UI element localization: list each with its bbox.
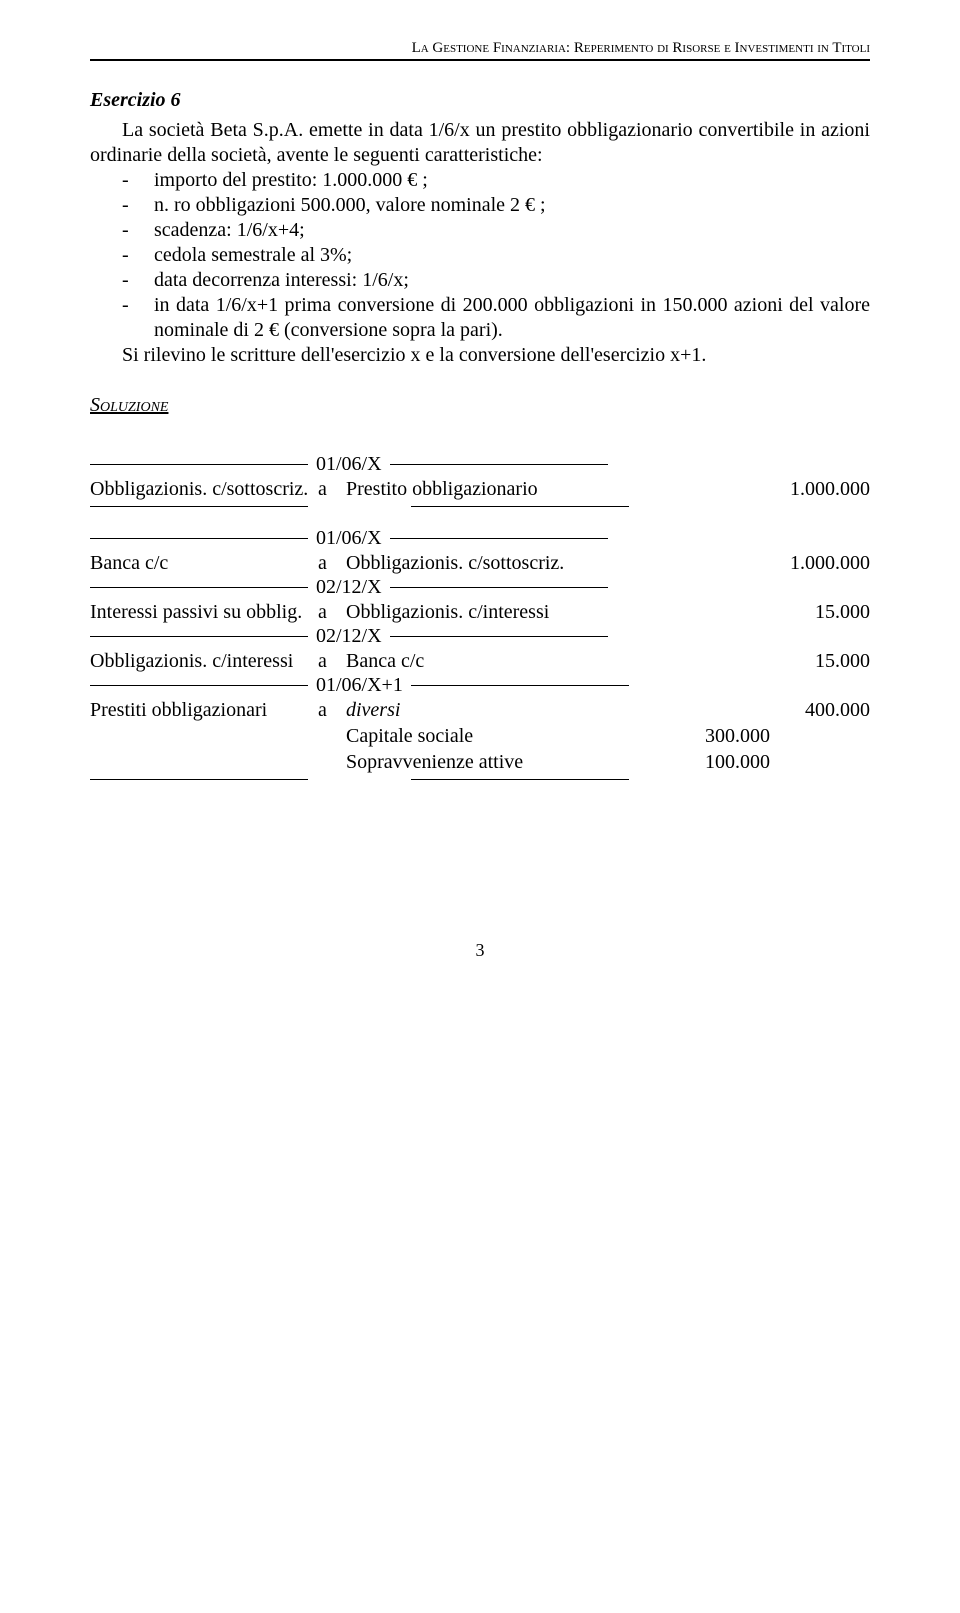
date-text: 01/06/X [308, 453, 390, 476]
entry-row: Obbligazionis. c/sottoscriz. a Prestito … [90, 476, 870, 502]
rule-line [90, 587, 308, 588]
debit-account: Obbligazionis. c/sottoscriz. [90, 476, 318, 502]
date-row: 01/06/X+1 [90, 674, 870, 697]
entry-row: Banca c/c a Obbligazionis. c/sottoscriz.… [90, 550, 870, 576]
rule-line [411, 685, 629, 686]
date-row: 02/12/X [90, 625, 870, 648]
page-number: 3 [90, 940, 870, 961]
amount-col-2: 1.000.000 [770, 476, 870, 502]
amount-col-1 [690, 476, 770, 502]
bullet-list: importo del prestito: 1.000.000 € ; n. r… [90, 168, 870, 343]
amount-col-2 [770, 723, 870, 749]
amount-col-1: 300.000 [690, 723, 770, 749]
a-label: a [318, 599, 346, 625]
amount-col-2: 1.000.000 [770, 550, 870, 576]
bullet-item: in data 1/6/x+1 prima conversione di 200… [90, 293, 870, 343]
date-text: 02/12/X [308, 576, 390, 599]
bullet-item: n. ro obbligazioni 500.000, valore nomin… [90, 193, 870, 218]
date-row: 02/12/X [90, 576, 870, 599]
date-row: 01/06/X [90, 453, 870, 476]
rule-line [90, 506, 308, 507]
amount-col-1 [690, 550, 770, 576]
a-label: a [318, 550, 346, 576]
amount-col-1: 100.000 [690, 749, 770, 775]
debit-account: Obbligazionis. c/interessi [90, 648, 318, 674]
credit-account: diversi [346, 697, 690, 723]
credit-account: Prestito obbligazionario [346, 476, 690, 502]
soluzione-heading: Soluzione [90, 394, 870, 417]
bullet-item: cedola semestrale al 3%; [90, 243, 870, 268]
rule-line [90, 636, 308, 637]
rule-line [90, 538, 308, 539]
entry-row: Sopravvenienze attive 100.000 [90, 749, 870, 775]
credit-account: Obbligazionis. c/interessi [346, 599, 690, 625]
entry-row: Obbligazionis. c/interessi a Banca c/c 1… [90, 648, 870, 674]
amount-col-2: 400.000 [770, 697, 870, 723]
entry-block: 01/06/X Banca c/c a Obbligazionis. c/sot… [90, 527, 870, 780]
bullet-item: data decorrenza interessi: 1/6/x; [90, 268, 870, 293]
amount-col-2: 15.000 [770, 599, 870, 625]
date-text: 01/06/X [308, 527, 390, 550]
rule-line [90, 779, 308, 780]
entry-row: Capitale sociale 300.000 [90, 723, 870, 749]
a-label [318, 723, 346, 749]
a-label: a [318, 476, 346, 502]
date-text: 02/12/X [308, 625, 390, 648]
rule-line [90, 464, 308, 465]
entry-row: Interessi passivi su obblig. a Obbligazi… [90, 599, 870, 625]
rule-line [390, 587, 608, 588]
date-row: 01/06/X [90, 527, 870, 550]
debit-account: Banca c/c [90, 550, 318, 576]
a-label: a [318, 648, 346, 674]
credit-account: Banca c/c [346, 648, 690, 674]
rule-line [390, 636, 608, 637]
journal-entries: 01/06/X Obbligazionis. c/sottoscriz. a P… [90, 453, 870, 780]
rule-line [390, 538, 608, 539]
entry-block: 01/06/X Obbligazionis. c/sottoscriz. a P… [90, 453, 870, 507]
rule-line [390, 464, 608, 465]
exercise-title: Esercizio 6 [90, 89, 870, 112]
credit-account: Capitale sociale [346, 723, 690, 749]
credit-account: Obbligazionis. c/sottoscriz. [346, 550, 690, 576]
bullet-item: scadenza: 1/6/x+4; [90, 218, 870, 243]
rule-line [411, 779, 629, 780]
page-header: La Gestione Finanziaria: Reperimento di … [90, 40, 870, 57]
a-label [318, 749, 346, 775]
credit-account: Sopravvenienze attive [346, 749, 690, 775]
amount-col-1 [690, 697, 770, 723]
amount-col-2 [770, 749, 870, 775]
amount-col-2: 15.000 [770, 648, 870, 674]
amount-col-1 [690, 648, 770, 674]
end-row [90, 779, 870, 780]
debit-account: Prestiti obbligazionari [90, 697, 318, 723]
a-label: a [318, 697, 346, 723]
rule-line [90, 685, 308, 686]
intro-paragraph: La società Beta S.p.A. emette in data 1/… [90, 118, 870, 168]
amount-col-1 [690, 599, 770, 625]
debit-account [90, 723, 318, 749]
debit-account: Interessi passivi su obblig. [90, 599, 318, 625]
date-text: 01/06/X+1 [308, 674, 411, 697]
entry-row: Prestiti obbligazionari a diversi 400.00… [90, 697, 870, 723]
rule-line [411, 506, 629, 507]
bullet-item: importo del prestito: 1.000.000 € ; [90, 168, 870, 193]
end-row [90, 506, 870, 507]
debit-account [90, 749, 318, 775]
closing-paragraph: Si rilevino le scritture dell'esercizio … [90, 343, 870, 368]
page: La Gestione Finanziaria: Reperimento di … [0, 0, 960, 1021]
header-rule [90, 59, 870, 61]
